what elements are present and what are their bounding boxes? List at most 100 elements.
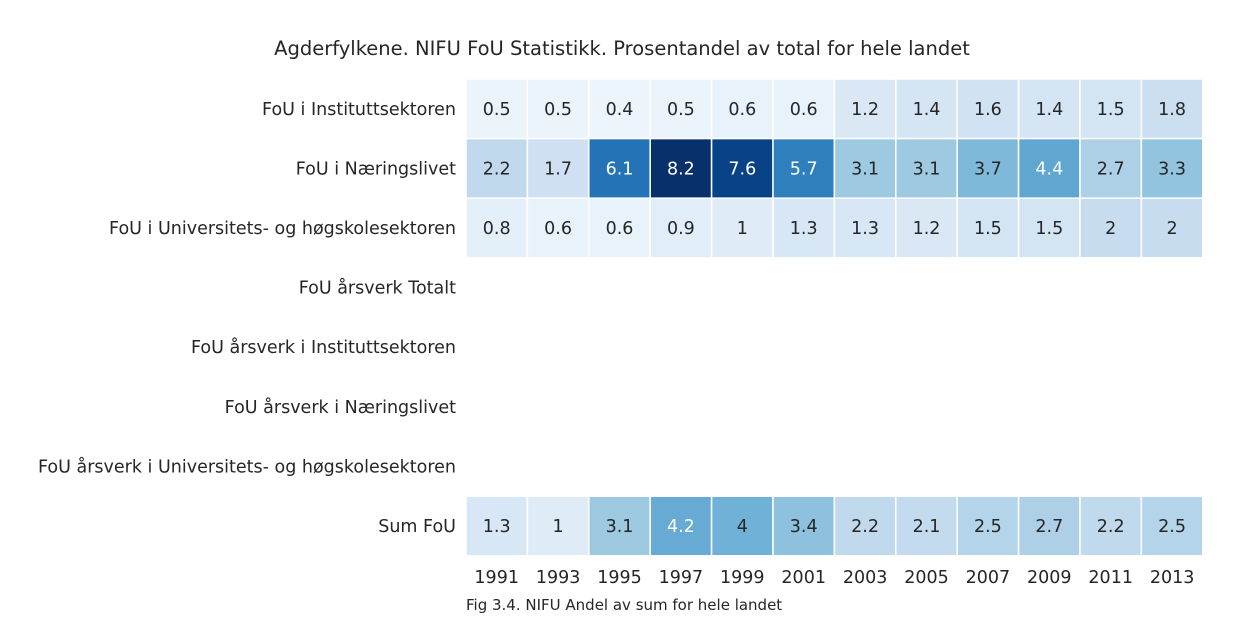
column-label: 1997 (659, 568, 704, 588)
cell-value-label: 2.5 (974, 517, 1002, 537)
cell-value-label: 0.8 (483, 219, 511, 239)
column-label: 2007 (966, 568, 1011, 588)
cell-value-label: 5.7 (790, 159, 818, 179)
heatmap-cell (649, 495, 713, 557)
cell-value-label: 1.6 (974, 100, 1002, 120)
heatmap-cell (833, 197, 897, 259)
heatmap-cell (1079, 495, 1143, 557)
heatmap-cell (1140, 495, 1204, 557)
heatmap-cell (895, 137, 958, 199)
heatmap-cell (956, 137, 1020, 199)
cell-value-label: 3.4 (790, 517, 818, 537)
column-label: 1995 (597, 568, 642, 588)
column-label: 2011 (1088, 568, 1133, 588)
column-label: 2005 (904, 568, 949, 588)
cell-value-label: 0.6 (728, 100, 756, 120)
cell-value-label: 1.5 (1035, 219, 1063, 239)
cell-value-label: 1 (553, 517, 564, 537)
heatmap-cell (1140, 137, 1204, 199)
cell-value-label: 2.7 (1035, 517, 1063, 537)
cell-value-label: 0.6 (606, 219, 634, 239)
heatmap-cell (710, 137, 774, 199)
cell-value-label: 1.4 (913, 100, 941, 120)
heatmap-cell (710, 495, 774, 557)
row-label: FoU årsverk i Næringslivet (225, 397, 456, 418)
cell-value-label: 1.2 (913, 219, 941, 239)
column-label: 2009 (1027, 568, 1072, 588)
cell-value-label: 2 (1105, 219, 1116, 239)
row-label: FoU årsverk i Instituttsektoren (191, 337, 456, 358)
heatmap-cell (1017, 495, 1081, 557)
cell-value-label: 4.4 (1035, 159, 1063, 179)
heatmap-cell (772, 137, 836, 199)
cell-value-label: 2.5 (1158, 517, 1186, 537)
heatmap-cell (649, 137, 713, 199)
cell-value-label: 2.1 (913, 517, 941, 537)
cell-value-label: 3.7 (974, 159, 1002, 179)
row-label: FoU i Instituttsektoren (262, 100, 456, 120)
heatmap-cell (956, 495, 1020, 557)
cell-value-label: 8.2 (667, 159, 695, 179)
cell-value-label: 7.6 (728, 159, 756, 179)
heatmap-cell (1017, 197, 1081, 259)
heatmap-cell (1079, 137, 1143, 199)
cell-value-label: 1.7 (544, 159, 572, 179)
cell-value-label: 1.5 (974, 219, 1002, 239)
cell-value-label: 4 (737, 517, 748, 537)
cell-value-label: 3.3 (1158, 159, 1186, 179)
cell-value-label: 0.5 (483, 100, 511, 120)
cell-value-label: 6.1 (606, 159, 634, 179)
cell-value-label: 1.5 (1097, 100, 1125, 120)
cell-value-label: 0.9 (667, 219, 695, 239)
cell-value-label: 1 (737, 219, 748, 239)
cell-value-label: 1.4 (1035, 100, 1063, 120)
cell-value-label: 4.2 (667, 517, 695, 537)
cell-value-label: 0.5 (667, 100, 695, 120)
cell-value-label: 1.8 (1158, 100, 1186, 120)
heatmap-cell (833, 137, 897, 199)
cell-value-label: 2 (1167, 219, 1178, 239)
row-label: FoU årsverk Totalt (299, 278, 456, 299)
cell-value-label: 2.2 (851, 517, 879, 537)
row-label: FoU i Universitets- og høgskolesektoren (109, 219, 456, 239)
column-label: 1991 (474, 568, 519, 588)
chart-title: Agderfylkene. NIFU FoU Statistikk. Prose… (274, 37, 970, 60)
row-labels: FoU i Instituttsektoren FoU i Næringslive… (38, 100, 456, 537)
cell-value-label: 3.1 (913, 159, 941, 179)
column-label: 2003 (843, 568, 888, 588)
column-label: 2013 (1150, 568, 1195, 588)
heatmap-cell (465, 78, 529, 140)
cell-value-label: 3.1 (606, 517, 634, 537)
cell-value-label: 0.4 (606, 100, 634, 120)
column-label: 1999 (720, 568, 765, 588)
cell-value-label: 1.3 (851, 219, 879, 239)
heatmap-cell (1017, 78, 1081, 140)
row-label: Sum FoU (378, 517, 456, 537)
chart-caption: Fig 3.4. NIFU Andel av sum for hele land… (466, 596, 782, 614)
row-label: FoU i Næringslivet (296, 159, 456, 179)
heatmap-cell (649, 197, 713, 259)
cell-value-label: 1.3 (483, 517, 511, 537)
heatmap-cell (465, 495, 529, 557)
heatmap-cell (526, 78, 590, 140)
heatmap-cell (1017, 137, 1081, 199)
heatmap-cell (1140, 197, 1204, 259)
cell-value-label: 0.6 (790, 100, 818, 120)
cell-value-label: 1.3 (790, 219, 818, 239)
column-label: 2001 (781, 568, 826, 588)
column-label: 1993 (536, 568, 581, 588)
cell-value-label: 0.5 (544, 100, 572, 120)
cell-value-label: 3.1 (851, 159, 879, 179)
cell-value-label: 2.2 (483, 159, 511, 179)
heatmap-cell (526, 495, 590, 557)
heatmap-cell (1079, 197, 1143, 259)
heatmap-cells: 0.5 0.5 0.4 0.5 0.6 0.6 1.2 1.4 1.6 1.4 1.5 1.8 2.2 1… (465, 78, 1204, 557)
cell-value-label: 0.6 (544, 219, 572, 239)
heatmap-cell (895, 78, 958, 140)
heatmap-cell (526, 137, 590, 199)
heatmap-cell (588, 197, 651, 259)
row-label: FoU årsverk i Universitets- og høgskoles… (38, 456, 456, 477)
heatmap-cell (772, 495, 836, 557)
cell-value-label: 2.2 (1097, 517, 1125, 537)
